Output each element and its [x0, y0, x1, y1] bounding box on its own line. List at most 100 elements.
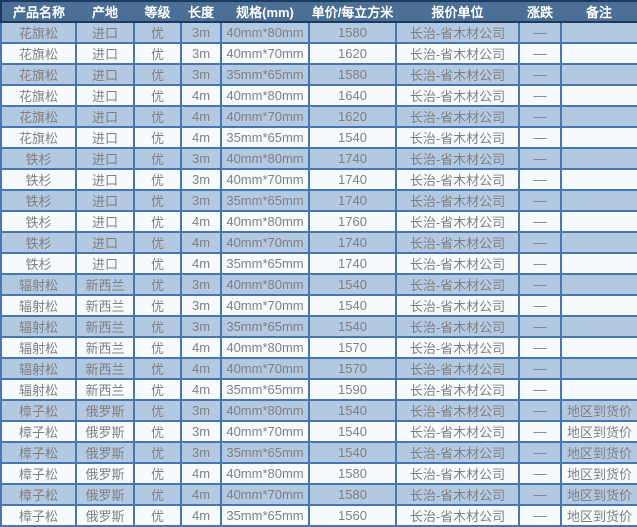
- cell-length: 3m: [180, 42, 222, 65]
- cell-grade: 优: [133, 315, 182, 338]
- cell-origin: 进口: [75, 21, 135, 44]
- cell-origin: 进口: [75, 63, 135, 86]
- cell-change: —: [518, 294, 562, 317]
- cell-length: 4m: [180, 126, 222, 149]
- cell-quoter: 长治-省木材公司: [395, 231, 520, 254]
- cell-grade: 优: [133, 441, 182, 464]
- cell-note: [560, 147, 637, 170]
- cell-spec: 35mm*65mm: [220, 315, 310, 338]
- cell-grade: 优: [133, 273, 182, 296]
- cell-price: 1740: [308, 231, 397, 254]
- column-header-spec: 规格(mm): [221, 0, 309, 23]
- cell-change: —: [518, 399, 562, 422]
- cell-product: 铁杉: [0, 189, 77, 212]
- cell-price: 1570: [308, 336, 397, 359]
- cell-quoter: 长治-省木材公司: [395, 210, 520, 233]
- cell-product: 樟子松: [0, 420, 77, 443]
- table-row: 樟子松 俄罗斯优 3m 40mm*70mm 1540 长治-省木材公司 — 地区到货价: [0, 420, 637, 443]
- cell-change: —: [518, 357, 562, 380]
- cell-quoter: 长治-省木材公司: [395, 399, 520, 422]
- cell-product: 辐射松: [0, 315, 77, 338]
- cell-grade: 优: [133, 294, 182, 317]
- cell-length: 4m: [180, 357, 222, 380]
- cell-origin: 进口: [75, 252, 135, 275]
- cell-note: [560, 42, 637, 65]
- cell-grade: 优: [133, 105, 182, 128]
- cell-spec: 35mm*65mm: [220, 378, 310, 401]
- cell-change: —: [518, 168, 562, 191]
- cell-quoter: 长治-省木材公司: [395, 63, 520, 86]
- cell-price: 1740: [308, 168, 397, 191]
- cell-spec: 35mm*65mm: [220, 126, 310, 149]
- cell-spec: 40mm*80mm: [220, 147, 310, 170]
- cell-origin: 新西兰: [75, 336, 135, 359]
- cell-spec: 40mm*70mm: [220, 42, 310, 65]
- cell-grade: 优: [133, 147, 182, 170]
- cell-note: [560, 84, 637, 107]
- cell-grade: 优: [133, 126, 182, 149]
- cell-quoter: 长治-省木材公司: [395, 84, 520, 107]
- cell-quoter: 长治-省木材公司: [395, 105, 520, 128]
- table-row: 铁杉 进口优 3m 40mm*70mm 1740 长治-省木材公司 —: [0, 168, 637, 191]
- cell-length: 3m: [180, 63, 222, 86]
- cell-note: 地区到货价: [560, 420, 637, 443]
- cell-origin: 俄罗斯: [75, 462, 135, 485]
- table-row: 花旗松 进口优 3m 35mm*65mm 1580 长治-省木材公司 —: [0, 63, 637, 86]
- cell-note: 地区到货价: [560, 462, 637, 485]
- cell-note: [560, 231, 637, 254]
- cell-note: [560, 336, 637, 359]
- cell-origin: 进口: [75, 84, 135, 107]
- table-row: 铁杉 进口优 3m 40mm*80mm 1740 长治-省木材公司 —: [0, 147, 637, 170]
- cell-length: 4m: [180, 378, 222, 401]
- cell-origin: 新西兰: [75, 315, 135, 338]
- cell-change: —: [518, 420, 562, 443]
- cell-change: —: [518, 189, 562, 212]
- cell-quoter: 长治-省木材公司: [395, 483, 520, 506]
- cell-length: 3m: [180, 273, 222, 296]
- table-row: 铁杉 进口优 4m 40mm*80mm 1760 长治-省木材公司 —: [0, 210, 637, 233]
- cell-length: 4m: [180, 462, 222, 485]
- table-row: 铁杉 进口优 4m 35mm*65mm 1740 长治-省木材公司 —: [0, 252, 637, 275]
- table-row: 樟子松 俄罗斯优 4m 35mm*65mm 1560 长治-省木材公司 — 地区到货价: [0, 504, 637, 527]
- cell-price: 1540: [308, 315, 397, 338]
- cell-spec: 40mm*70mm: [220, 168, 310, 191]
- cell-product: 花旗松: [0, 63, 77, 86]
- cell-spec: 35mm*65mm: [220, 189, 310, 212]
- cell-length: 3m: [180, 147, 222, 170]
- cell-note: [560, 252, 637, 275]
- cell-product: 辐射松: [0, 336, 77, 359]
- cell-origin: 进口: [75, 210, 135, 233]
- cell-change: —: [518, 210, 562, 233]
- cell-quoter: 长治-省木材公司: [395, 126, 520, 149]
- cell-change: —: [518, 21, 562, 44]
- cell-note: [560, 21, 637, 44]
- cell-length: 4m: [180, 84, 222, 107]
- cell-change: —: [518, 63, 562, 86]
- table-row: 花旗松 进口优 4m 40mm*70mm 1620 长治-省木材公司 —: [0, 105, 637, 128]
- cell-grade: 优: [133, 231, 182, 254]
- table-row: 樟子松 俄罗斯优 3m 40mm*80mm 1540 长治-省木材公司 — 地区到货价: [0, 399, 637, 422]
- table-row: 铁杉 进口优 4m 40mm*70mm 1740 长治-省木材公司 —: [0, 231, 637, 254]
- table-row: 花旗松 进口优 3m 40mm*80mm 1580 长治-省木材公司 —: [0, 21, 637, 44]
- cell-product: 辐射松: [0, 273, 77, 296]
- cell-length: 3m: [180, 189, 222, 212]
- cell-product: 樟子松: [0, 399, 77, 422]
- cell-change: —: [518, 336, 562, 359]
- table-row: 樟子松 俄罗斯优 4m 40mm*70mm 1580 长治-省木材公司 — 地区到货价: [0, 483, 637, 506]
- cell-origin: 进口: [75, 189, 135, 212]
- table-row: 辐射松 新西兰优 3m 40mm*70mm 1540 长治-省木材公司 —: [0, 294, 637, 317]
- cell-product: 樟子松: [0, 504, 77, 527]
- cell-price: 1580: [308, 462, 397, 485]
- cell-product: 花旗松: [0, 105, 77, 128]
- cell-note: 地区到货价: [560, 399, 637, 422]
- cell-product: 樟子松: [0, 462, 77, 485]
- cell-grade: 优: [133, 399, 182, 422]
- cell-origin: 新西兰: [75, 273, 135, 296]
- cell-product: 辐射松: [0, 378, 77, 401]
- cell-origin: 新西兰: [75, 378, 135, 401]
- cell-grade: 优: [133, 420, 182, 443]
- cell-price: 1540: [308, 126, 397, 149]
- cell-quoter: 长治-省木材公司: [395, 378, 520, 401]
- cell-price: 1740: [308, 189, 397, 212]
- cell-origin: 俄罗斯: [75, 504, 135, 527]
